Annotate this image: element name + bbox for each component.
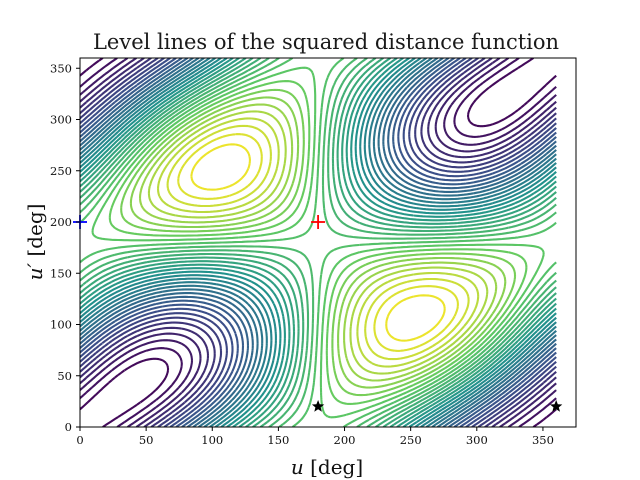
- y-tick-label: 150: [50, 266, 72, 280]
- contour-level: [129, 96, 507, 389]
- contour-level: [80, 58, 557, 427]
- contour-level: [80, 58, 557, 427]
- contour-level: [80, 58, 557, 427]
- y-tick-label: 300: [50, 113, 72, 127]
- y-axis-ticks: 0 50 100 150 200 250 300 350: [50, 61, 80, 434]
- contour-level: [80, 58, 557, 427]
- contour-level: [80, 58, 557, 427]
- x-tick-label: 250: [400, 433, 422, 447]
- x-tick-label: 0: [76, 433, 83, 447]
- y-tick-label: 350: [50, 61, 72, 75]
- plot-frame: [79, 57, 577, 428]
- y-axis-label: u′ [deg]: [23, 204, 47, 281]
- contour-level: [80, 58, 557, 427]
- y-tick-label: 0: [65, 420, 72, 434]
- critical-point-1-marker: [311, 400, 325, 412]
- y-tick-label: 50: [57, 369, 72, 383]
- contour-level: [156, 117, 480, 368]
- contour-level: [190, 143, 446, 342]
- contour-level: [80, 58, 557, 427]
- contour-level: [80, 58, 557, 427]
- x-tick-label: 150: [267, 433, 289, 447]
- y-tick-label: 250: [50, 164, 72, 178]
- contour-level: [91, 66, 545, 419]
- contour-level: [80, 58, 557, 427]
- contour-level: [138, 103, 498, 382]
- y-tick-label: 200: [50, 215, 72, 229]
- contour-level: [80, 58, 557, 427]
- contour-level: [120, 88, 517, 397]
- critical-point-2-marker: [550, 400, 563, 412]
- x-tick-label: 300: [466, 433, 488, 447]
- x-tick-label: 100: [201, 433, 223, 447]
- x-tick-label: 50: [139, 433, 154, 447]
- y-tick-label: 100: [50, 318, 72, 332]
- x-tick-label: 200: [334, 433, 356, 447]
- contour-level: [80, 58, 557, 427]
- contour-level: [80, 58, 557, 427]
- contour-level: [80, 58, 557, 427]
- contour-level: [108, 80, 528, 405]
- chart-title: Level lines of the squared distance func…: [93, 30, 559, 54]
- x-axis-label: u [deg]: [291, 455, 363, 479]
- contour-level: [80, 58, 557, 427]
- contour-level: [147, 110, 489, 375]
- x-tick-label: 350: [532, 433, 554, 447]
- maximum-marker: [311, 215, 326, 229]
- contour-level: [166, 124, 470, 361]
- x-axis-ticks: 0 50 100 150 200 250 300 350: [76, 427, 554, 447]
- contour-level: [177, 133, 459, 352]
- contour-level: [80, 58, 557, 427]
